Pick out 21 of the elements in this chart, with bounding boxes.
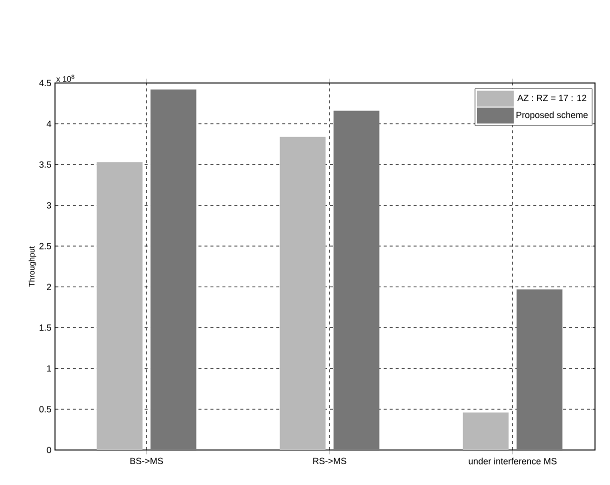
y-tick-label: 4.5 [39, 80, 52, 86]
x-tick-label: under interference MS [468, 458, 557, 464]
bar [462, 412, 509, 450]
y-tick-label: 0.5 [39, 406, 52, 412]
x-tick-label: RS->MS [313, 458, 346, 464]
y-tick-label: 3.5 [39, 161, 52, 168]
bar [516, 289, 562, 450]
y-tick-label: 1 [47, 365, 52, 372]
bar [334, 110, 380, 450]
y-tick-label: 0 [46, 446, 52, 454]
legend-label: Proposed scheme [516, 112, 588, 120]
y-tick-label: 4 [46, 120, 52, 127]
bar [150, 90, 196, 450]
bar [280, 136, 326, 450]
bar [96, 162, 143, 450]
legend-label: AZ : RZ = 17 : 12 [517, 94, 586, 102]
x-tick-label: BS->MS [130, 458, 163, 464]
y-tick-label: 1.5 [40, 324, 52, 331]
y-tick-label: 3 [46, 202, 52, 209]
y-tick-label: 2 [46, 284, 52, 290]
y-tick-label: 2.5 [39, 242, 52, 250]
